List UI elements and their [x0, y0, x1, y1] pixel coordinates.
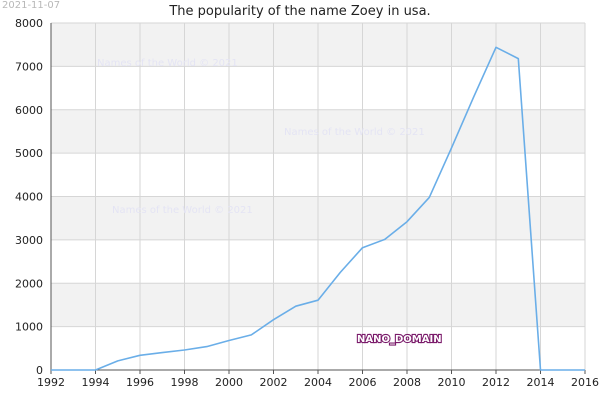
x-tick-label: 2010 — [438, 376, 466, 389]
watermarks: Names of the World © 2021 Names of the W… — [97, 58, 425, 216]
x-tick-label: 2016 — [571, 376, 599, 389]
x-tick-label: 2012 — [482, 376, 510, 389]
watermark-text: Names of the World © 2021 — [97, 58, 238, 69]
x-tick-label: 1996 — [126, 376, 154, 389]
y-tick-label: 6000 — [15, 104, 43, 117]
y-tick-label: 7000 — [15, 60, 43, 73]
date-stamp: 2021-11-07 — [2, 0, 60, 11]
x-tick-label: 2006 — [349, 376, 377, 389]
x-tick-label: 1992 — [37, 376, 65, 389]
watermark-text: Names of the World © 2021 — [112, 205, 253, 216]
x-axis-ticks: 1992 1994 1996 1998 2000 2002 2004 2006 2008 2010… — [37, 370, 599, 389]
y-tick-label: 3000 — [15, 234, 43, 247]
y-tick-label: 0 — [36, 364, 43, 377]
series-line — [51, 46, 585, 371]
watermark-text: Names of the World © 2021 — [284, 127, 425, 138]
x-tick-label: 2004 — [304, 376, 332, 389]
x-tick-label: 1998 — [171, 376, 199, 389]
x-tick-label: 2008 — [393, 376, 421, 389]
x-tick-label: 2014 — [527, 376, 555, 389]
y-tick-label: 8000 — [15, 17, 43, 30]
y-tick-label: 2000 — [15, 277, 43, 290]
series-group — [51, 46, 585, 371]
chart-title: The popularity of the name Zoey in usa. — [168, 4, 430, 19]
domain-label: NANO_DOMAIN — [357, 334, 442, 345]
y-tick-label: 1000 — [15, 321, 43, 334]
x-tick-label: 1994 — [82, 376, 110, 389]
x-tick-label: 2002 — [260, 376, 288, 389]
y-tick-label: 4000 — [15, 191, 43, 204]
y-axis-ticks: 0 1000 2000 3000 4000 5000 6000 7000 8000 — [15, 17, 43, 377]
x-tick-label: 2000 — [215, 376, 243, 389]
y-tick-label: 5000 — [15, 147, 43, 160]
